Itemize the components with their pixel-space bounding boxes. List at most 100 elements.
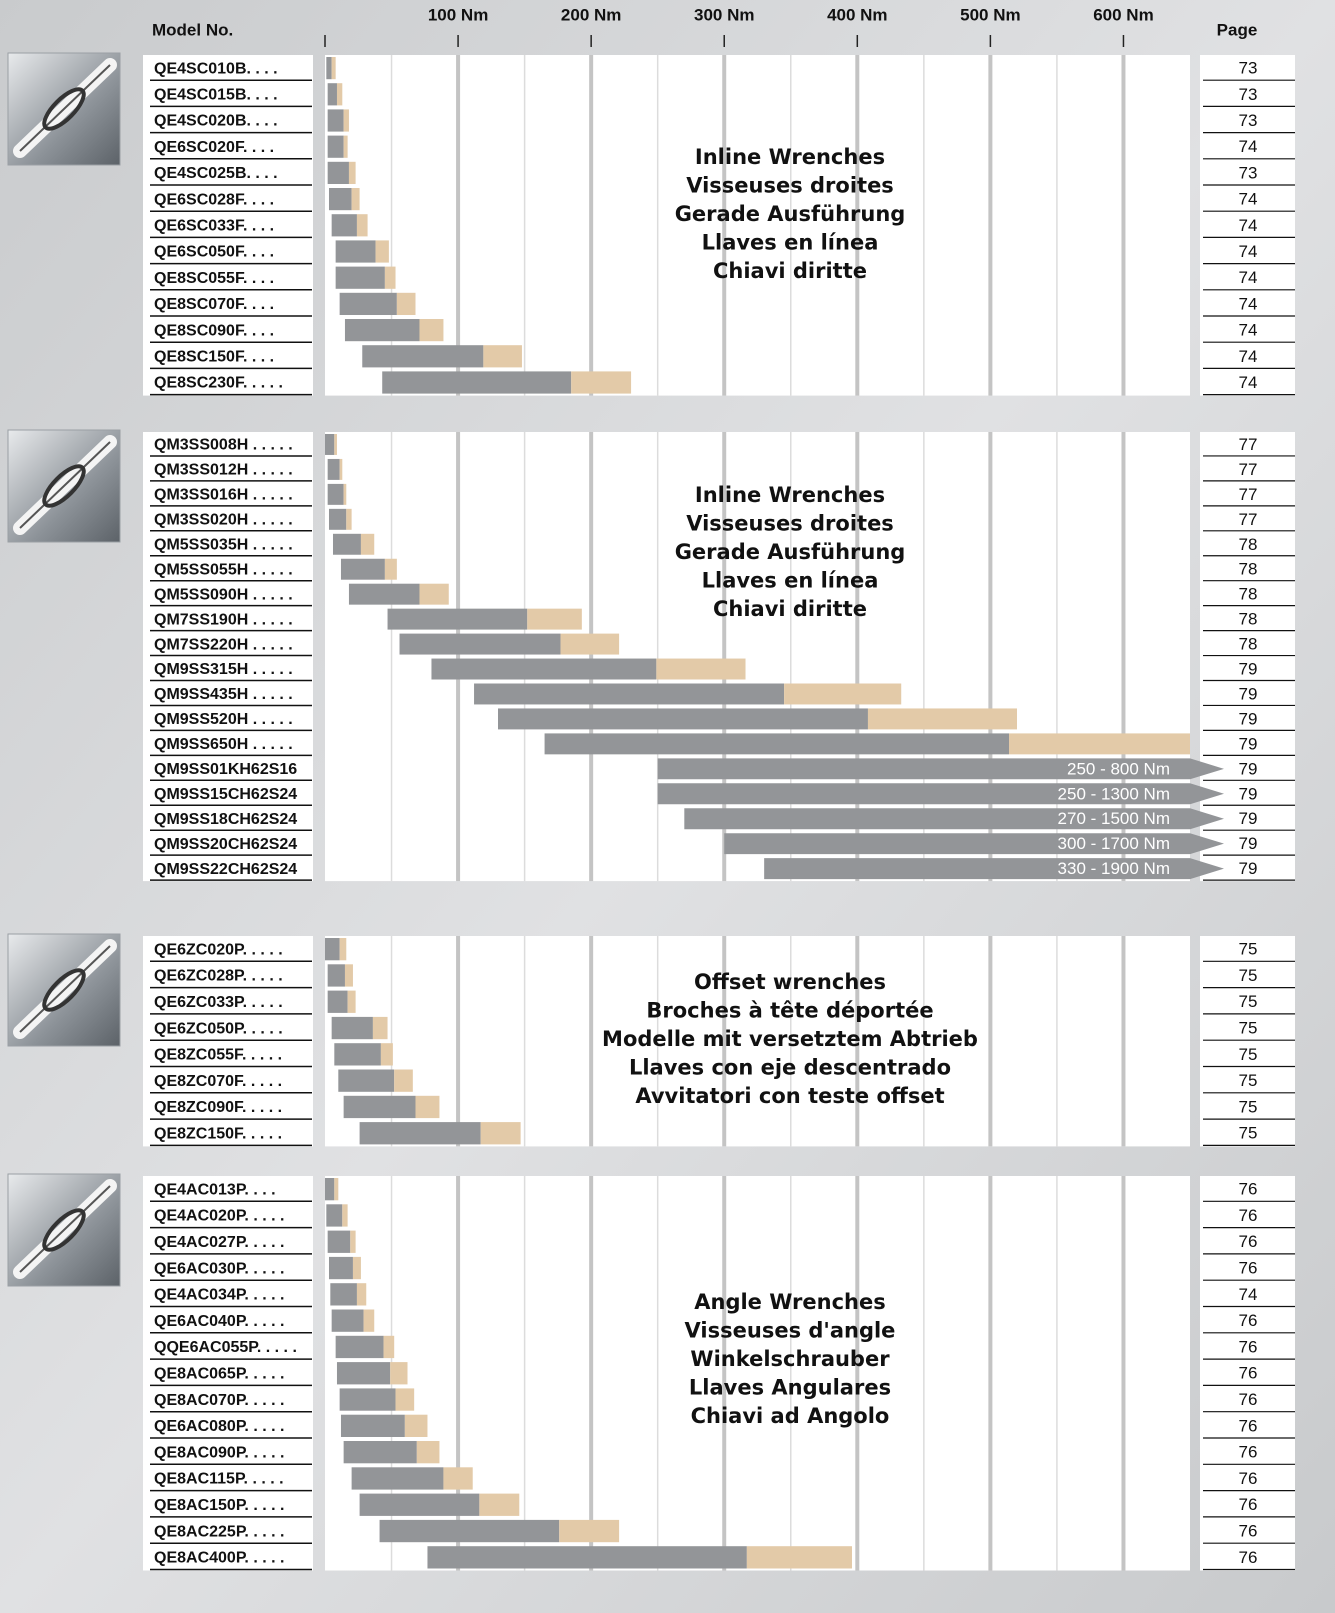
x-tick-label: 400 Nm [827,5,887,24]
high-range-bar [344,964,353,987]
page-number: 76 [1239,1522,1258,1541]
high-range-bar [346,508,352,530]
model-number: QM7SS220H . . . . . [154,636,293,653]
page-number: 79 [1239,759,1258,778]
plot-panel [325,55,1190,396]
model-number: QM3SS020H . . . . . [154,512,293,529]
icon-shaft-edge [19,441,111,529]
model-panel [143,1176,313,1571]
x-tick-label: 500 Nm [960,5,1020,24]
high-range-bar [348,161,356,184]
model-number: QE8ZC090F. . . . . [154,1099,282,1116]
model-number: QE6AC030P. . . . . [154,1260,284,1277]
x-tick-label: 600 Nm [1093,5,1153,24]
high-range-bar [416,1441,440,1464]
low-range-bar [332,533,361,555]
icon-shaft-edge [19,945,111,1033]
page-number: 75 [1239,940,1258,959]
low-range-bar [327,135,344,158]
high-range-bar [356,214,368,237]
model-number: QM3SS016H . . . . . [154,487,293,504]
low-range-bar [498,708,868,730]
model-number: QE8AC090P. . . . . [154,1444,284,1461]
page-number: 74 [1239,268,1258,287]
page-number: 75 [1239,1045,1258,1064]
page-number: 79 [1239,660,1258,679]
high-range-bar [384,266,396,289]
high-range-bar [527,608,582,630]
section-label: Llaves en línea [702,231,879,255]
model-number: QE6AC040P. . . . . [154,1313,284,1330]
model-number: QM9SS22CH62S24 [154,861,297,878]
page-header: Page [1217,20,1258,39]
model-number: QE8ZC150F. . . . . [154,1125,282,1142]
page-number: 78 [1239,560,1258,579]
high-range-bar [390,1362,408,1385]
page-number: 74 [1239,137,1258,156]
model-number: QE8SC150F. . . . [154,349,274,366]
model-number: QE6ZC033P. . . . . [154,994,283,1011]
low-range-bar [339,292,397,315]
section-label: Gerade Ausführung [675,202,906,226]
range-arrow [764,858,1224,880]
high-range-bar [415,1095,440,1119]
high-range-bar [571,371,632,394]
high-range-bar [380,1043,393,1066]
page-panel [1200,55,1295,396]
model-number: QQE6AC055P. . . . . [154,1339,297,1356]
section-label: Broches à tête déportée [646,999,933,1023]
page-number: 73 [1239,163,1258,182]
high-range-bar [336,83,343,106]
low-range-bar [343,1441,417,1464]
page-number: 76 [1239,1443,1258,1462]
high-range-bar [343,135,348,158]
page-number: 74 [1239,190,1258,209]
section-label: Offset wrenches [694,970,886,994]
icon-shaft-edge [19,64,111,152]
page-number: 74 [1239,321,1258,340]
page-number: 76 [1239,1469,1258,1488]
low-range-bar [379,1519,560,1543]
low-range-bar [326,1204,343,1227]
range-arrow [684,808,1224,830]
model-number: QE8SC090F. . . . [154,322,274,339]
model-number: QE8AC115P. . . . . [154,1471,284,1488]
page-panel [1200,432,1295,882]
high-range-bar [419,319,444,342]
low-range-bar [335,240,376,263]
model-number: QE4SC025B. . . . [154,165,278,182]
model-number: QM5SS035H . . . . . [154,536,293,553]
model-panel [143,55,313,396]
model-number: QE4SC015B. . . . [154,87,278,104]
section-label: Winkelschrauber [690,1347,890,1371]
range-label: 270 - 1500 Nm [1058,809,1170,828]
section-label: Chiavi diritte [713,597,867,621]
low-range-bar [331,214,357,237]
high-range-bar [334,434,337,455]
page-number: 76 [1239,1232,1258,1251]
model-number: QM9SS15CH62S24 [154,786,297,803]
page-number: 74 [1239,216,1258,235]
page-number: 76 [1239,1311,1258,1330]
low-range-bar [327,109,344,132]
model-number: QE6SC050F. . . . [154,244,274,261]
high-range-bar [342,1204,348,1227]
low-range-bar [336,1362,391,1385]
page-number: 74 [1239,347,1258,366]
low-range-bar [359,1122,481,1145]
icon-flange [42,87,86,131]
icon-flange [42,464,86,508]
high-range-bar [746,1546,852,1569]
low-range-bar [325,938,340,961]
tool-icon [7,429,121,543]
low-range-bar [326,57,332,80]
low-range-bar [431,658,657,680]
high-range-bar [363,1309,375,1332]
page-number: 76 [1239,1337,1258,1356]
page-number: 79 [1239,784,1258,803]
section-label: Inline Wrenches [695,145,885,169]
model-number: QM3SS012H . . . . . [154,462,293,479]
low-range-bar [331,1016,373,1040]
x-tick-label: 300 Nm [694,5,754,24]
page-number: 76 [1239,1364,1258,1383]
